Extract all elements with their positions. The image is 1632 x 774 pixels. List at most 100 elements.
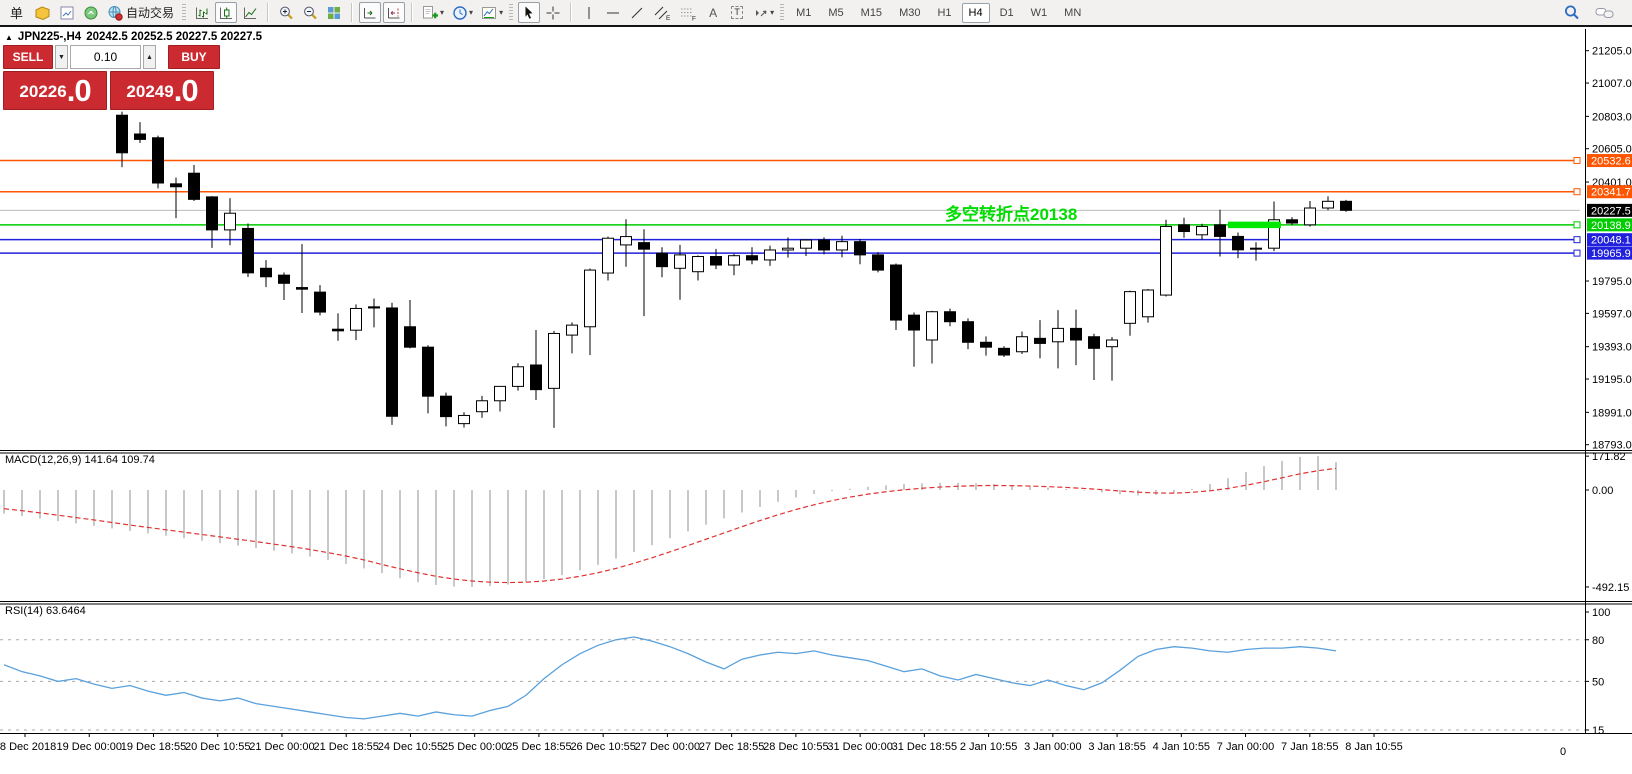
timeframe-MN[interactable]: MN bbox=[1064, 6, 1082, 19]
yellow-chart-icon bbox=[35, 5, 50, 20]
trade-panel-prices: 20226.0 20249.0 bbox=[3, 71, 214, 110]
horizontal-line-icon bbox=[607, 12, 620, 13]
toolbar-separator bbox=[351, 3, 354, 22]
timeframe-M30[interactable]: M30 bbox=[899, 6, 921, 19]
buy-button[interactable]: BUY bbox=[168, 45, 220, 69]
line-chart-button[interactable] bbox=[239, 2, 261, 23]
svg-text:25 Dec 00:00: 25 Dec 00:00 bbox=[442, 741, 507, 753]
profile-button[interactable] bbox=[56, 2, 78, 23]
profile-icon bbox=[60, 6, 74, 19]
sell-price-button[interactable]: 20226.0 bbox=[3, 71, 107, 110]
timeframe-M1[interactable]: M1 bbox=[796, 6, 812, 19]
svg-text:20605.0: 20605.0 bbox=[1592, 144, 1632, 156]
toolbar-separator bbox=[411, 3, 414, 22]
svg-text:20138.9: 20138.9 bbox=[1591, 220, 1631, 232]
svg-text:19965.9: 19965.9 bbox=[1591, 248, 1631, 260]
svg-text:20532.6: 20532.6 bbox=[1591, 156, 1631, 168]
zoom-in-button[interactable] bbox=[275, 2, 297, 23]
svg-text:18793.0: 18793.0 bbox=[1592, 440, 1632, 452]
sound-icon bbox=[84, 6, 98, 19]
svg-text:15: 15 bbox=[1592, 725, 1604, 737]
globe-icon bbox=[108, 5, 123, 21]
volume-input[interactable] bbox=[70, 45, 141, 69]
search-button[interactable] bbox=[1560, 2, 1584, 23]
templates-button[interactable]: ▾ bbox=[478, 2, 506, 23]
timeframe-M5[interactable]: M5 bbox=[828, 6, 844, 19]
trade-panel-toggle[interactable]: ▲ bbox=[5, 32, 13, 42]
templates-dropdown-icon: ▾ bbox=[499, 8, 504, 17]
tile-windows-icon bbox=[328, 6, 341, 19]
auto-scroll-button[interactable] bbox=[359, 2, 382, 23]
svg-text:RSI(14) 63.6464: RSI(14) 63.6464 bbox=[5, 605, 86, 617]
svg-text:20 Dec 10:55: 20 Dec 10:55 bbox=[185, 741, 250, 753]
svg-text:20803.0: 20803.0 bbox=[1592, 111, 1632, 123]
svg-text:27 Dec 00:00: 27 Dec 00:00 bbox=[635, 741, 700, 753]
svg-text:多空转折点20138: 多空转折点20138 bbox=[945, 204, 1077, 224]
indicators-button[interactable]: ▾ bbox=[419, 2, 447, 23]
svg-text:31 Dec 18:55: 31 Dec 18:55 bbox=[892, 741, 957, 753]
cursor-button[interactable] bbox=[518, 2, 541, 23]
fibonacci-button[interactable]: F bbox=[676, 2, 700, 23]
indicators-dropdown-icon: ▾ bbox=[440, 8, 445, 17]
timeframe-H1[interactable]: H1 bbox=[937, 6, 952, 19]
chart-shift-button[interactable] bbox=[383, 2, 406, 23]
indicators-icon bbox=[423, 5, 439, 18]
search-icon bbox=[1565, 5, 1579, 20]
timeframe-D1[interactable]: D1 bbox=[999, 6, 1014, 19]
horizontal-line-button[interactable] bbox=[602, 2, 624, 23]
chat-icon bbox=[1595, 7, 1614, 18]
toolbar-separator bbox=[267, 3, 270, 22]
volume-decrease-button[interactable]: ▼ bbox=[55, 45, 68, 69]
channel-button[interactable]: E bbox=[650, 2, 674, 23]
sell-button[interactable]: SELL bbox=[3, 45, 53, 69]
chart-shift-icon bbox=[388, 7, 400, 18]
crosshair-button[interactable] bbox=[542, 2, 564, 23]
volume-increase-button[interactable]: ▲ bbox=[143, 45, 156, 69]
toolbar-grip bbox=[182, 3, 187, 22]
svg-text:7 Jan 18:55: 7 Jan 18:55 bbox=[1281, 741, 1339, 753]
timeframe-bar: M1 M5 M15 M30 H1 H4 D1 W1 MN bbox=[789, 2, 1088, 23]
new-order-label: 单 bbox=[10, 6, 24, 21]
news-button[interactable] bbox=[80, 2, 102, 23]
vertical-line-button[interactable] bbox=[578, 2, 600, 23]
sell-price-int: 20226 bbox=[19, 82, 67, 101]
buy-price-frac: .0 bbox=[173, 73, 199, 108]
trendline-button[interactable] bbox=[626, 2, 648, 23]
svg-text:21 Dec 00:00: 21 Dec 00:00 bbox=[249, 741, 314, 753]
svg-text:21007.0: 21007.0 bbox=[1592, 78, 1632, 90]
candlestick-button[interactable] bbox=[215, 2, 238, 23]
text-label-tool-button[interactable]: T bbox=[726, 2, 748, 23]
periods-dropdown-icon: ▾ bbox=[469, 8, 474, 17]
periods-clock-icon bbox=[453, 5, 467, 20]
periods-button[interactable]: ▾ bbox=[449, 2, 476, 23]
zoom-out-button[interactable] bbox=[299, 2, 321, 23]
svg-text:21 Dec 18:55: 21 Dec 18:55 bbox=[313, 741, 378, 753]
buy-price-button[interactable]: 20249.0 bbox=[110, 71, 214, 110]
autotrade-button[interactable]: 自动交易 bbox=[104, 2, 179, 23]
new-order-button[interactable]: 单 bbox=[4, 2, 29, 23]
svg-text:19195.0: 19195.0 bbox=[1592, 374, 1632, 386]
arrows-tool-button[interactable]: ▾ bbox=[750, 2, 777, 23]
svg-text:4 Jan 10:55: 4 Jan 10:55 bbox=[1153, 741, 1211, 753]
timeframe-H4[interactable]: H4 bbox=[961, 2, 990, 23]
text-tool-button[interactable]: A bbox=[702, 2, 724, 23]
svg-text:19 Dec 18:55: 19 Dec 18:55 bbox=[121, 741, 186, 753]
one-click-trade-panel: SELL ▼ ▲ BUY 20226.0 20249.0 bbox=[3, 45, 220, 110]
timeframe-W1[interactable]: W1 bbox=[1030, 6, 1048, 19]
timeframe-M15[interactable]: M15 bbox=[860, 6, 883, 19]
svg-text:19795.0: 19795.0 bbox=[1592, 276, 1632, 288]
autotrade-label: 自动交易 bbox=[126, 6, 175, 20]
svg-text:100: 100 bbox=[1592, 607, 1610, 619]
toolbar-grip bbox=[509, 3, 514, 22]
svg-text:171.82: 171.82 bbox=[1592, 451, 1626, 463]
label-tool-label: T bbox=[731, 6, 743, 19]
sell-price-frac: .0 bbox=[66, 73, 92, 108]
chat-button[interactable] bbox=[1592, 2, 1620, 23]
svg-text:24 Dec 10:55: 24 Dec 10:55 bbox=[378, 741, 443, 753]
chart-window-icon[interactable] bbox=[31, 2, 54, 23]
fibonacci-icon: F bbox=[681, 8, 696, 21]
bar-chart-button[interactable] bbox=[191, 2, 213, 23]
tile-windows-button[interactable] bbox=[323, 2, 345, 23]
svg-text:50: 50 bbox=[1592, 676, 1604, 688]
